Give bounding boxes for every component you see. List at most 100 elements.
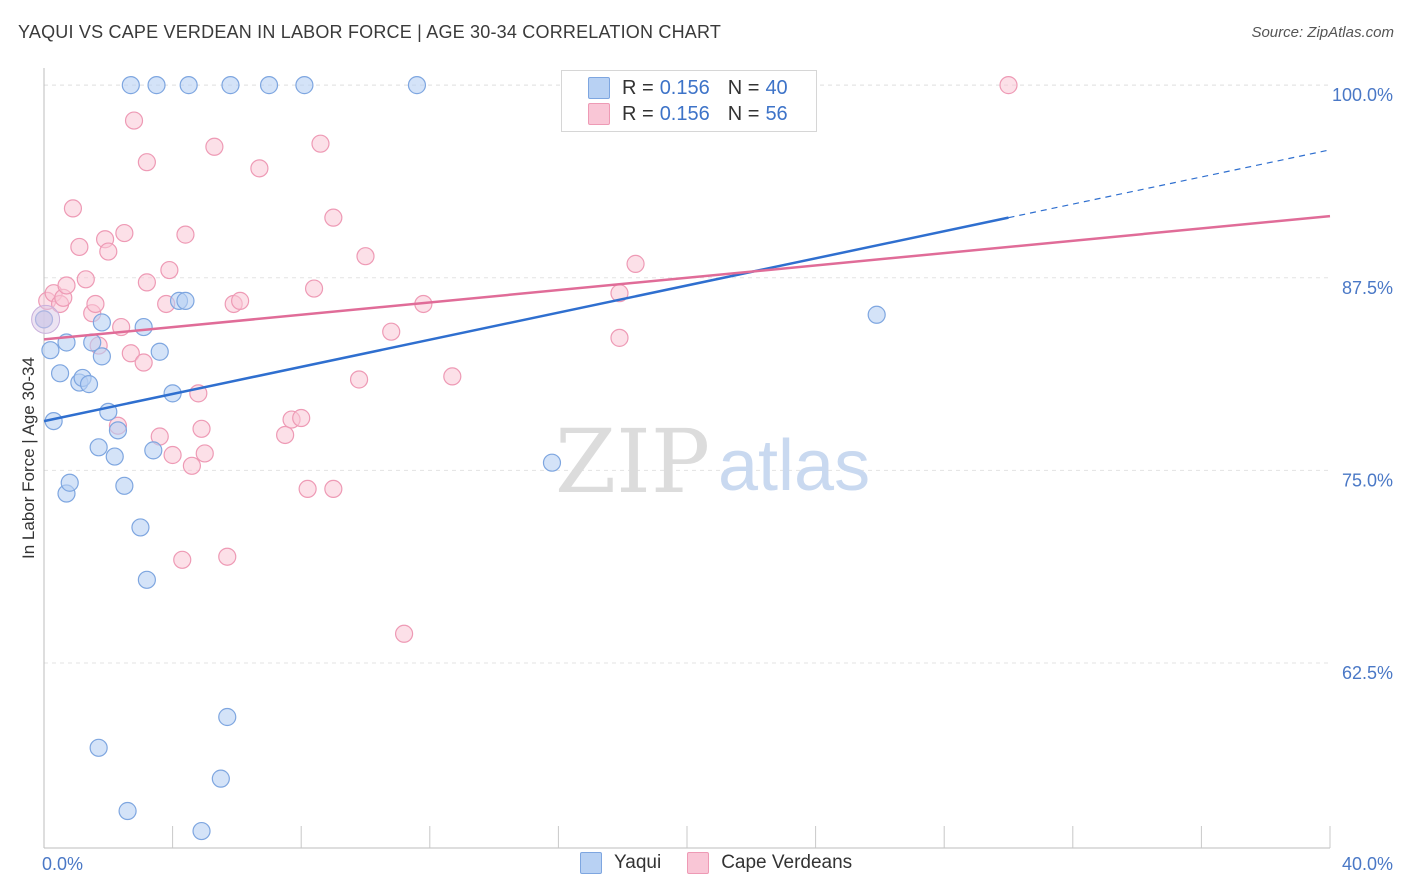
cape-verdeans-point [115,223,134,243]
cape-verdeans-point [134,353,153,372]
yaqui-point [259,76,279,95]
cape-verdeans-point [70,237,89,257]
cape-verdeans-point [205,137,224,156]
watermark: ZIP atlas [555,410,870,513]
cape-verdeans-legend-swatch [687,852,710,874]
yaqui-point [221,76,240,95]
yaqui-point [105,447,124,466]
yaqui-point [131,518,150,537]
cape-verdeans-point [250,159,269,178]
yaqui-swatch [588,77,610,99]
yaqui-point [92,313,111,332]
yaqui-point [150,342,169,361]
cape-verdeans-point [76,270,95,289]
x-tick-label-min: 0.0% [42,854,83,874]
yaqui-point [134,317,153,337]
legend-row-cape-verdeans: R = 0.156 N = 56 [588,101,788,127]
cape-verdeans-point [99,242,118,261]
y-axis-label: In Labor Force | Age 30-34 [19,357,38,559]
yaqui-point [192,821,211,841]
stats-legend: R = 0.156 N = 40 R = 0.156 N = 56 [561,70,817,132]
r-value: 0.156 [659,76,710,99]
cape-verdeans-point [195,444,214,463]
cape-verdeans-point [173,550,192,569]
cape-verdeans-swatch [588,103,610,125]
x-tick-label-max: 40.0% [1342,854,1393,874]
series-legend: Yaqui Cape Verdeans [580,852,878,874]
cape-verdeans-point [298,479,317,499]
yaqui-point [867,305,886,324]
y-tick-labels: 62.5% 75.0% 87.5% 100.0% [1332,85,1393,683]
cape-verdeans-point [356,247,375,266]
cape-verdeans-point [160,260,179,280]
cape-verdeans-point [124,111,144,130]
y-tick-label: 62.5% [1342,663,1393,683]
yaqui-point [147,76,166,95]
cape-verdeans-point [610,328,629,347]
cape-verdeans-point [63,199,83,218]
legend-item-yaqui: Yaqui [580,852,661,874]
cape-verdeans-point [324,208,343,227]
n-value: 40 [765,76,788,99]
yaqui-point [137,570,156,589]
cape-verdeans-point [182,456,201,475]
yaqui-point [211,769,230,788]
cape-verdeans-point [304,279,324,298]
r-label: R = [622,76,654,99]
overlap-point [31,304,61,334]
r-label: R = [622,102,654,125]
y-tick-label: 87.5% [1342,278,1393,298]
yaqui-point [144,441,163,460]
y-tick-label: 75.0% [1342,470,1393,490]
cape-verdeans-point [443,367,462,386]
yaqui-point [542,453,562,472]
cape-verdeans-point [163,445,182,465]
cape-verdeans-point [999,76,1018,95]
cape-verdeans-point [324,479,343,499]
cape-verdeans-point [57,276,76,295]
cape-verdeans-point [276,425,295,445]
yaqui-point [115,476,134,495]
cape-verdeans-point [86,294,105,314]
watermark-atlas: atlas [718,426,870,506]
cape-verdeans-point [137,153,156,172]
yaqui-point [295,76,314,95]
yaqui-point [179,76,198,95]
yaqui-point [89,438,108,457]
yaqui-point [218,707,237,727]
yaqui-point [60,473,79,492]
yaqui-point [89,738,108,757]
yaqui-point [118,801,137,821]
cape-verdeans-trend-line [43,214,1331,341]
yaqui-point [121,76,140,95]
cape-verdeans-point [382,322,401,341]
yaqui-point [407,76,427,95]
cape-verdeans-point [121,344,140,363]
r-value: 0.156 [659,102,710,125]
yaqui-trend-extension [1008,149,1331,219]
yaqui-legend-label: Yaqui [614,852,662,873]
yaqui-point [50,364,70,383]
cape-verdeans-legend-label: Cape Verdeans [721,852,853,873]
chart-title: YAQUI VS CAPE VERDEAN IN LABOR FORCE | A… [18,22,722,42]
yaqui-legend-swatch [580,852,602,874]
cape-verdeans-point [292,408,311,428]
yaqui-point [41,341,60,360]
yaqui-point [108,421,128,440]
axes [43,68,1331,849]
cape-verdeans-point [231,291,250,310]
yaqui-point [79,375,99,394]
legend-item-cape-verdeans: Cape Verdeans [687,852,852,874]
legend-row-yaqui: R = 0.156 N = 40 [588,75,788,101]
cape-verdeans-point [137,273,156,292]
cape-verdeans-points [34,76,1018,643]
cape-verdeans-point [192,419,211,438]
watermark-zip: ZIP [555,410,710,513]
n-label: N = [727,76,760,99]
cape-verdeans-point [394,624,414,643]
yaqui-point [176,291,195,310]
cape-verdeans-point [349,370,369,389]
yaqui-trend-line [43,216,1009,423]
trend-lines [43,149,1331,423]
